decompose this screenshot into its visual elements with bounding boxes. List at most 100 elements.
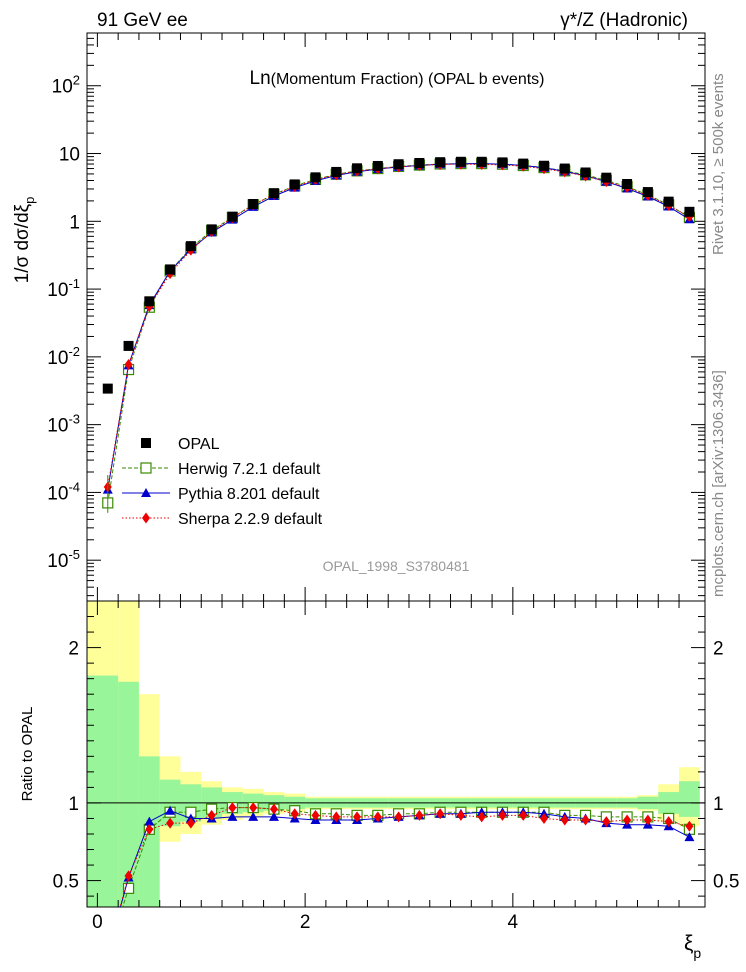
legend-marker [140,462,152,474]
ratio-plot-frame [86,600,706,908]
main-ytick-label: 10-3 [47,412,80,437]
legend-marker [141,438,151,448]
legend: OPAL Herwig 7.2.1 default Pythia 8.201 def… [122,436,323,528]
xtick-label: 0 [92,912,103,933]
sherpa-ratio-point [664,816,673,828]
sherpa-ratio-point [394,811,403,823]
opal-point [518,158,529,169]
opal-point [185,241,196,252]
pythia-ratio-point [144,816,155,826]
opal-point [580,167,591,178]
main-ylabel-text: 1/σ dσ/dξ [12,203,33,283]
sherpa-ratio-point [477,811,486,823]
sherpa-ratio-point [685,820,694,832]
plot-title-prefix: Ln [250,68,271,89]
opal-point [455,156,466,167]
main-ytick-label: 10-5 [47,547,80,572]
rivet-label: Rivet 3.1.10, ≥ 500k events [710,73,727,255]
header-left: 91 GeV ee [97,10,188,31]
opal-point [165,264,176,275]
sherpa-ratio-point [228,802,237,814]
legend-label: Sherpa 2.2.9 default [178,511,323,528]
main-ytick-label: 10-2 [47,344,80,369]
sherpa-ratio-point [519,809,528,821]
xtick-label: 2 [300,912,311,933]
legend-marker [142,512,150,524]
ratio-ytick-label: 2 [68,639,79,660]
legend-label: Herwig 7.2.1 default [178,461,321,478]
opal-point [268,188,279,199]
opal-point [352,163,363,174]
ratio-ytick-label: 1 [68,794,79,815]
ratio-series-clip [119,801,696,907]
main-ytick-label: 102 [52,73,80,98]
main-series-herwig [102,158,696,509]
sherpa-ratio-point [249,802,258,814]
pythia-ratio-point [684,832,695,842]
opal-point [289,179,300,190]
ratio-ylabel: Ratio to OPAL [19,707,36,802]
sherpa-ratio-point [581,814,590,826]
ratio-band-inner [87,675,119,907]
sherpa-ratio-point [207,809,216,821]
main-axis-ticks: 10-5 10-4 10-3 10-2 10-1 1 10 102 [47,32,705,601]
sherpa-ratio-point [311,809,320,821]
opal-point [227,211,238,222]
opal-point [414,157,425,168]
opal-point [248,198,259,209]
sherpa-ratio-point [560,814,569,826]
main-panel: 10-5 10-4 10-3 10-2 10-1 1 10 102 Ln(Momentum F… [47,32,706,602]
pythia-ratio-point [227,811,238,821]
opal-point [144,296,155,307]
opal-point [663,196,674,207]
opal-point [206,224,217,235]
pythia-ratio-point [165,805,176,815]
sherpa-ratio-point [623,814,632,826]
opal-point [310,172,321,183]
opal-point [393,159,404,170]
opal-point [372,160,383,171]
main-ylabel: 1/σ dσ/dξp [12,197,37,284]
opal-point [622,179,633,190]
header-right: γ*/Z (Hadronic) [560,10,688,31]
ratio-ytick-label-right: 2 [713,639,724,660]
ratio-band-inner [118,681,139,907]
legend-entry-pythia: Pythia 8.201 default [122,486,320,503]
sherpa-ratio-point [145,823,154,835]
ratio-ytick-label: 0.5 [53,872,79,893]
opal-point [123,340,134,351]
xlabel-text: ξ [684,932,693,955]
sherpa-ratio-point [436,808,445,820]
opal-point [476,156,487,167]
ratio-bands [87,601,700,907]
sherpa-ratio-point [373,811,382,823]
ratio-series-sherpa [119,802,694,907]
main-ytick-label: 10-4 [47,479,80,504]
opal-point [331,166,342,177]
main-ytick-label: 10 [59,145,80,166]
legend-label: Pythia 8.201 default [178,486,320,503]
opal-point [539,160,550,171]
opal-point [102,383,113,394]
opal-point [435,157,446,168]
opal-point [559,163,570,174]
sherpa-ratio-point [602,816,611,828]
sherpa-ratio-point [643,814,652,826]
legend-label: OPAL [178,436,220,453]
sherpa-ratio-point [498,809,507,821]
main-series-layer [102,156,696,513]
ratio-band-inner [679,781,700,817]
sherpa-ratio-point [290,808,299,820]
sherpa-ratio-point [456,809,465,821]
sherpa-ratio-point [186,817,195,829]
main-ytick-label: 1 [69,212,80,233]
legend-entry-opal: OPAL [141,436,220,453]
analysis-id: OPAL_1998_S3780481 [323,558,470,574]
plot-title-rest: (Momentum Fraction) (OPAL b events) [271,71,545,88]
opal-point [642,187,653,198]
main-series-opal [102,156,695,394]
xtick-label: 4 [508,912,519,933]
legend-entry-herwig: Herwig 7.2.1 default [122,461,321,478]
main-ytick-label: 10-1 [47,276,80,301]
opal-point [601,172,612,183]
